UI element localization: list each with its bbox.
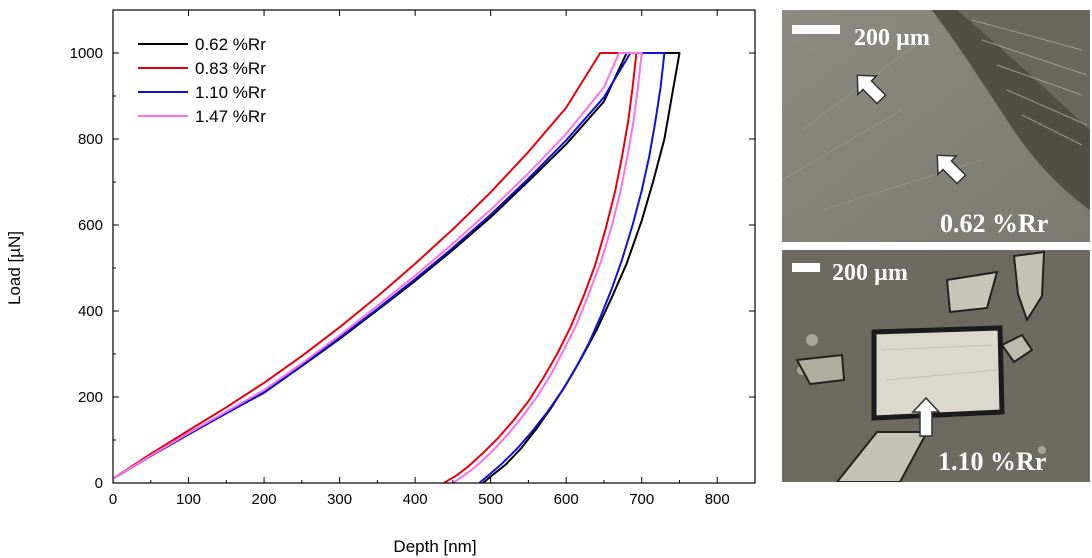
y-tick-label: 400 (78, 303, 103, 320)
scale-bar-label-bottom: 200 µm (832, 260, 908, 286)
load-depth-chart: 0 100 200 300 400 500 600 700 800 0 200 400 600 800 10… (5, 9, 756, 556)
x-tick-label: 300 (327, 491, 352, 508)
x-tick-label: 0 (109, 491, 117, 508)
micrograph-bottom: 200 µm 1.10 %Rr (782, 250, 1090, 482)
arrow-icon (856, 74, 887, 105)
legend-label: 1.47 %Rr (195, 107, 266, 126)
scale-bar-label-top: 200 µm (854, 25, 930, 51)
plot-frame (112, 9, 756, 484)
y-tick-label: 0 (95, 475, 103, 492)
x-tick-label: 800 (705, 491, 730, 508)
sample-label-bottom: 1.10 %Rr (938, 447, 1046, 476)
sample-label-top: 0.62 %Rr (940, 209, 1048, 238)
y-axis-title: Load [µN] (5, 231, 24, 305)
y-tick-label: 1000 (70, 45, 103, 62)
x-tick-label: 400 (403, 491, 428, 508)
micrograph-top: 200 µm 0.62 %Rr (782, 10, 1090, 242)
arrow-icon (911, 396, 941, 437)
legend-label: 0.83 %Rr (195, 59, 266, 78)
x-axis-title: Depth [nm] (393, 537, 476, 556)
legend-label: 0.62 %Rr (195, 35, 266, 54)
axes: 0 100 200 300 400 500 600 700 800 0 200 400 600 800 10… (70, 9, 756, 508)
legend: 0.62 %Rr 0.83 %Rr 1.10 %Rr 1.47 %Rr (138, 35, 266, 126)
legend-label: 1.10 %Rr (195, 83, 266, 102)
series-line-2 (112, 52, 638, 484)
y-tick-label: 800 (78, 131, 103, 148)
x-tick-label: 500 (478, 491, 503, 508)
x-tick-label: 600 (554, 491, 579, 508)
y-tick-label: 200 (78, 389, 103, 406)
x-tick-label: 100 (176, 491, 201, 508)
x-tick-label: 200 (252, 491, 277, 508)
y-tick-label: 600 (78, 217, 103, 234)
x-tick-label: 700 (629, 491, 654, 508)
arrow-icon (936, 154, 967, 185)
plot-area (112, 52, 681, 484)
series-line-3 (112, 52, 666, 484)
series-line-4 (112, 52, 643, 484)
